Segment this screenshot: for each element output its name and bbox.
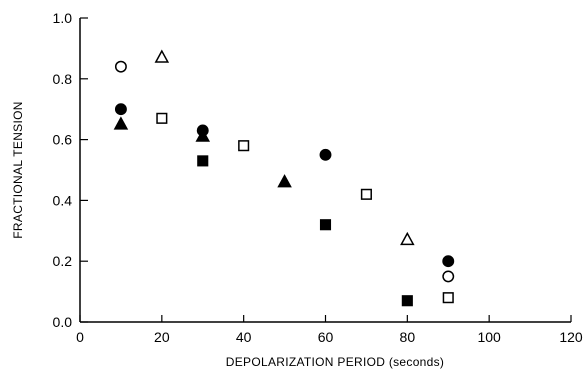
data-point-square-filled [197,155,209,167]
data-point-square-open [442,292,454,304]
x-tick-label: 80 [400,329,416,345]
data-point-square-filled [319,219,332,231]
data-point-circle-open [442,270,455,283]
data-points [113,49,455,307]
y-tick-label: 0.0 [53,314,73,330]
data-point-square-open [156,112,168,124]
data-point-square-open [238,140,250,152]
data-point-triangle-filled [277,174,292,188]
data-point-square-open [360,188,372,200]
data-point-circle-filled [319,148,332,161]
data-point-square-filled [401,295,413,307]
x-tick-label: 40 [236,329,252,345]
x-tick-label: 0 [76,329,84,345]
data-point-triangle-open [154,49,170,63]
y-tick-label: 0.6 [53,132,73,148]
y-axis-label: FRACTIONAL TENSION [11,101,25,238]
data-point-circle-open [114,60,127,73]
y-tick-label: 1.0 [53,10,73,26]
data-point-triangle-filled [195,128,211,142]
y-tick-label: 0.8 [53,71,73,87]
x-ticks: 0 20 40 60 80 100 120 [76,315,583,345]
x-tick-label: 20 [154,329,170,345]
data-point-triangle-filled [113,116,129,130]
y-tick-label: 0.2 [53,253,73,269]
x-tick-label: 60 [318,329,334,345]
data-point-circle-filled [114,103,127,116]
data-point-circle-filled [442,255,455,268]
x-tick-label: 100 [477,329,501,345]
x-axis-label: DEPOLARIZATION PERIOD (seconds) [226,355,444,369]
y-tick-label: 0.4 [53,192,73,208]
y-ticks: 0.0 0.2 0.4 0.6 0.8 1.0 [53,10,88,330]
data-point-triangle-open [400,231,415,246]
x-tick-label: 120 [559,329,583,345]
